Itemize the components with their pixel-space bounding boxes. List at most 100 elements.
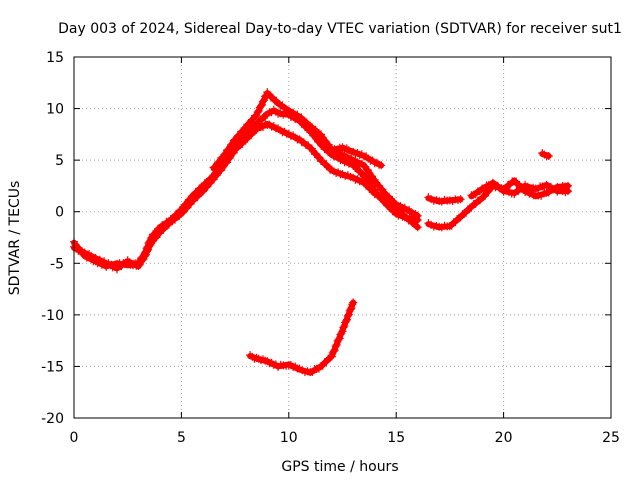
data-point <box>460 209 469 218</box>
data-point <box>143 247 151 256</box>
data-point <box>250 126 259 135</box>
series-track-i <box>246 298 358 377</box>
data-point <box>331 342 340 351</box>
data-point <box>228 139 237 148</box>
data-point <box>191 193 200 202</box>
data-point <box>564 187 572 196</box>
data-point <box>203 182 212 191</box>
data-point <box>339 323 348 332</box>
data-point <box>348 300 357 309</box>
data-point <box>456 195 465 204</box>
data-point <box>261 92 270 101</box>
data-point <box>315 138 324 147</box>
data-point <box>150 234 159 243</box>
data-point <box>240 136 249 145</box>
data-point <box>223 158 231 167</box>
series-track-b <box>70 120 422 274</box>
data-point <box>212 161 221 170</box>
y-tick-label: 10 <box>46 102 64 118</box>
data-point <box>198 187 207 196</box>
data-point <box>214 158 223 167</box>
data-point <box>134 261 143 270</box>
plot-frame <box>73 56 612 419</box>
data-point <box>144 245 153 254</box>
data-point <box>234 131 243 140</box>
y-tick-label: -5 <box>50 256 64 272</box>
data-point <box>330 346 339 355</box>
data-point <box>465 204 474 213</box>
data-point <box>377 161 386 170</box>
data-point <box>135 260 144 269</box>
data-point <box>157 226 166 235</box>
data-point <box>211 162 220 171</box>
data-point <box>224 145 233 154</box>
data-point <box>256 116 265 125</box>
data-point <box>413 211 422 220</box>
y-tick-label: 0 <box>55 205 64 221</box>
data-point <box>259 97 267 106</box>
data-point <box>260 96 269 105</box>
data-point <box>258 100 266 109</box>
data-point <box>177 209 186 218</box>
data-point <box>256 102 265 111</box>
y-axis-label: SDTVAR / TECUs <box>7 181 23 296</box>
data-point <box>225 144 234 153</box>
y-tick-label: -15 <box>41 359 64 375</box>
data-point <box>188 197 197 206</box>
x-tick-label: 10 <box>280 430 298 446</box>
data-point <box>340 322 349 331</box>
series-track-h <box>538 149 553 161</box>
data-point <box>337 329 346 338</box>
data-point <box>163 221 172 230</box>
data-point <box>238 140 247 148</box>
data-point <box>147 239 156 248</box>
data-point <box>212 171 221 180</box>
x-tick-label: 0 <box>70 430 79 446</box>
data-point <box>248 115 256 124</box>
data-point <box>152 233 161 242</box>
data-point <box>324 354 333 363</box>
data-point <box>234 141 243 150</box>
data-point <box>261 111 270 120</box>
data-point <box>197 188 206 197</box>
data-point <box>343 311 352 320</box>
data-point <box>221 149 230 158</box>
y-tick-label: -10 <box>41 308 64 324</box>
series-track-e <box>424 193 465 206</box>
data-point <box>481 191 490 200</box>
x-tick-label: 5 <box>177 430 186 446</box>
data-point <box>231 145 240 154</box>
y-tick-label: -20 <box>41 411 64 427</box>
data-point <box>338 327 347 336</box>
y-tick-label: 5 <box>55 153 64 169</box>
data-point <box>236 140 245 149</box>
series-track-d <box>327 143 386 170</box>
data-point <box>241 135 250 144</box>
data-point <box>320 358 329 367</box>
data-point <box>315 153 324 162</box>
data-series <box>70 88 572 377</box>
data-point <box>346 305 355 314</box>
series-track-g <box>467 178 572 200</box>
data-point <box>164 220 173 229</box>
data-point <box>224 155 233 163</box>
data-point <box>317 362 325 371</box>
data-point <box>344 310 353 319</box>
data-point <box>335 334 344 343</box>
x-tick-label: 20 <box>495 430 513 446</box>
data-point <box>411 221 420 230</box>
data-point <box>249 127 257 136</box>
data-point <box>342 317 351 325</box>
data-point <box>225 154 234 163</box>
data-point <box>327 352 336 361</box>
data-point <box>454 214 463 223</box>
data-point <box>332 340 341 349</box>
x-tick-label: 25 <box>602 430 620 446</box>
x-axis-label: GPS time / hours <box>281 459 398 475</box>
data-point <box>329 347 338 356</box>
data-point <box>247 130 256 139</box>
data-point <box>252 111 261 120</box>
data-point <box>215 157 224 166</box>
